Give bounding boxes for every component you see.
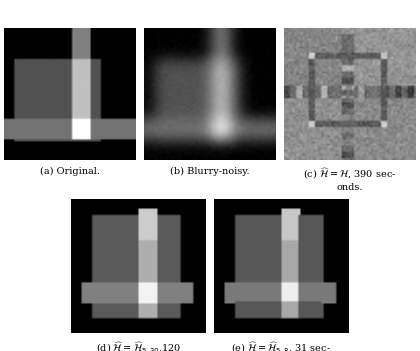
Text: (e) $\widehat{\mathcal{H}} = \widehat{\mathcal{H}}_{5,8}$, 31 sec-
onds.: (e) $\widehat{\mathcal{H}} = \widehat{\m…: [231, 340, 331, 351]
Text: (b) Blurry-noisy.: (b) Blurry-noisy.: [170, 166, 250, 176]
Text: (c) $\widehat{\mathcal{H}} = \mathcal{H}$, 390 sec-
onds.: (c) $\widehat{\mathcal{H}} = \mathcal{H}…: [303, 166, 396, 192]
Text: (d) $\widehat{\mathcal{H}} = \widehat{\mathcal{H}}_{5,30}$,120
seconds.: (d) $\widehat{\mathcal{H}} = \widehat{\m…: [96, 340, 181, 351]
Text: (a) Original.: (a) Original.: [40, 166, 100, 176]
